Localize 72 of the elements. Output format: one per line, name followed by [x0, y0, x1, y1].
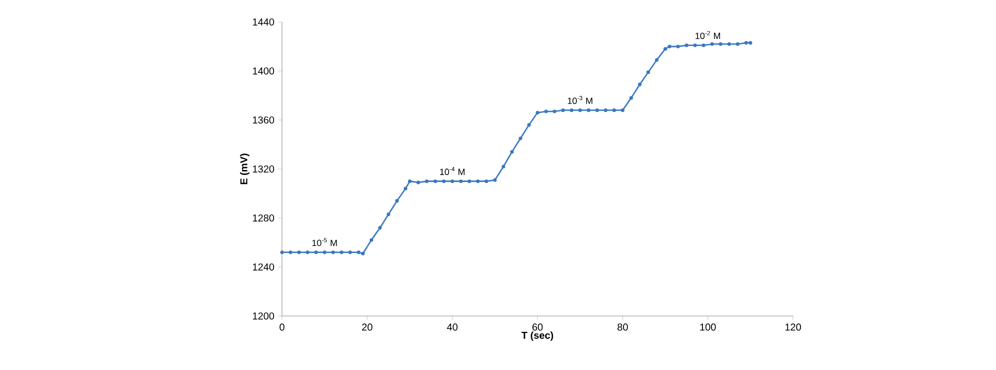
y-tick-label: 1400 — [252, 67, 274, 75]
point — [604, 108, 608, 112]
point — [331, 250, 335, 254]
point — [370, 238, 374, 242]
point — [378, 226, 382, 230]
y-axis-title: E (mV) — [240, 154, 250, 184]
point — [493, 178, 497, 182]
point — [340, 250, 344, 254]
y-tick-label: 1200 — [252, 312, 274, 320]
point — [744, 41, 748, 45]
point — [314, 250, 318, 254]
point — [702, 43, 706, 48]
point — [510, 150, 514, 154]
y-tick-label: 1440 — [252, 18, 274, 26]
point — [736, 42, 740, 46]
point — [612, 108, 616, 112]
y-tick-label: 1240 — [252, 263, 274, 271]
point — [416, 180, 420, 184]
point — [404, 186, 408, 190]
point — [544, 110, 548, 114]
point — [638, 82, 642, 86]
point — [527, 123, 531, 127]
point — [561, 108, 565, 112]
point — [718, 42, 722, 46]
annotation: 10$^{-4}$ M — [440, 167, 465, 176]
x-axis-title: T (sec) — [522, 331, 554, 341]
point — [748, 41, 752, 45]
x-tick-label: 120 — [785, 324, 801, 331]
point — [693, 43, 697, 48]
point — [408, 179, 412, 184]
point — [710, 42, 714, 46]
point — [395, 199, 399, 203]
x-tick-label: 100 — [700, 324, 716, 331]
point — [654, 58, 659, 62]
point — [676, 44, 680, 48]
point — [306, 250, 310, 254]
point — [288, 250, 292, 254]
point — [684, 43, 688, 48]
point — [322, 250, 326, 254]
x-tick-label: 80 — [618, 324, 628, 331]
x-tick-label: 0 — [280, 324, 284, 331]
point — [424, 179, 429, 184]
point — [502, 164, 506, 168]
y-tick-label: 1360 — [252, 116, 274, 124]
point — [386, 212, 390, 216]
x-tick-label: 60 — [532, 324, 543, 331]
point — [595, 108, 599, 112]
point — [518, 136, 522, 140]
point — [280, 250, 284, 254]
point — [536, 110, 540, 114]
point — [620, 108, 624, 112]
y-tick-label: 1280 — [252, 214, 274, 222]
point — [356, 250, 360, 254]
x-tick-label: 40 — [447, 324, 458, 331]
point — [578, 108, 582, 112]
annotation: 10$^{-5}$ M — [312, 238, 337, 246]
annotation: 10$^{-2}$ M — [696, 30, 720, 40]
point — [348, 250, 352, 254]
annotation: 10$^{-3}$ M — [568, 96, 592, 104]
point — [297, 250, 301, 254]
point — [663, 47, 668, 51]
x-tick-label: 20 — [362, 324, 372, 331]
point — [570, 108, 574, 112]
y-tick-label: 1320 — [252, 165, 274, 173]
point — [586, 108, 590, 112]
point — [484, 179, 488, 184]
point — [361, 252, 365, 256]
point — [668, 44, 672, 48]
point — [629, 96, 633, 100]
point — [727, 42, 731, 46]
point — [646, 70, 650, 74]
point — [552, 110, 556, 114]
